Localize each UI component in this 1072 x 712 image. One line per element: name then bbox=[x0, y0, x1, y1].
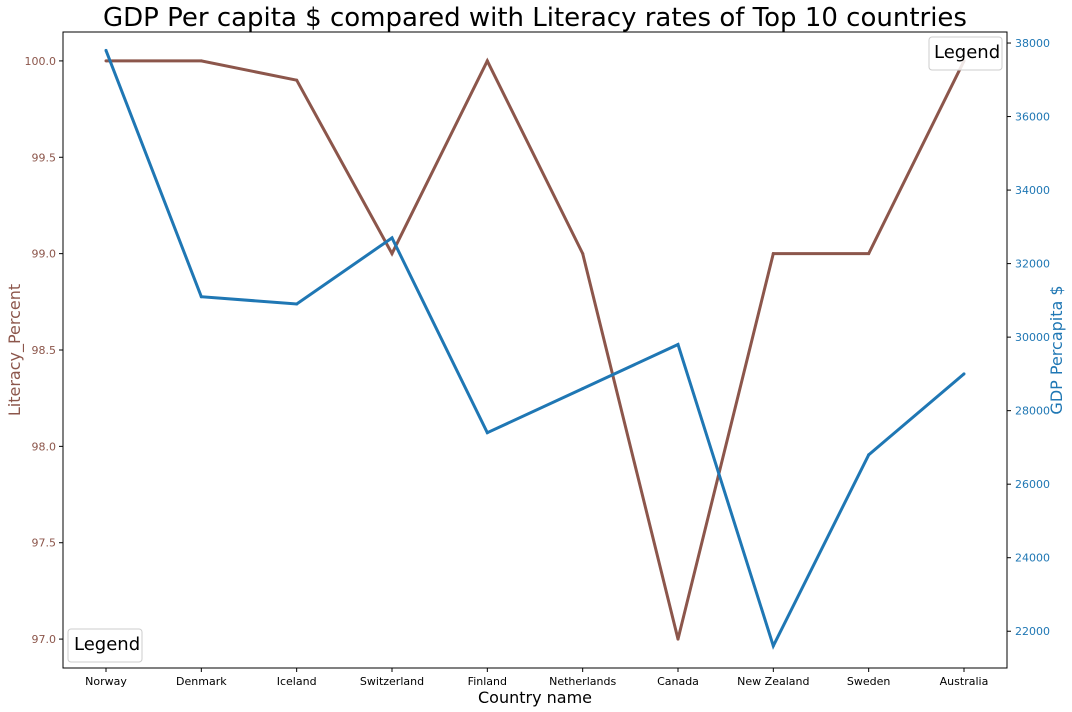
literacy-point-5 bbox=[581, 252, 585, 256]
x-tick-label: Switzerland bbox=[360, 675, 424, 688]
right-tick-label: 34000 bbox=[1015, 184, 1050, 197]
series-layer bbox=[104, 48, 966, 650]
plot-frame bbox=[62, 31, 1008, 669]
gdp-point-9 bbox=[962, 372, 966, 376]
right-tick-label: 22000 bbox=[1015, 625, 1050, 638]
x-tick-label: Australia bbox=[940, 675, 989, 688]
legend-bottom-left-label: Legend bbox=[74, 634, 140, 655]
right-tick-label: 30000 bbox=[1015, 331, 1050, 344]
gdp-point-6 bbox=[676, 343, 680, 346]
x-axis-ticks: Norway Denmark Iceland Switzerland Finland Ne… bbox=[85, 668, 988, 688]
gdp-point-2 bbox=[295, 302, 299, 306]
left-tick-label: 98.0 bbox=[32, 440, 57, 453]
right-axis-ticks: 22000 24000 26000 28000 30000 32000 34000 36000… bbox=[1007, 37, 1050, 638]
literacy-point-8 bbox=[867, 252, 871, 256]
right-tick-label: 26000 bbox=[1015, 478, 1050, 491]
left-tick-label: 97.0 bbox=[32, 633, 57, 646]
legend-top-right-label: Legend bbox=[934, 42, 1000, 63]
x-tick-label: Canada bbox=[657, 675, 699, 688]
literacy-point-6 bbox=[676, 637, 680, 641]
left-tick-label: 97.5 bbox=[32, 537, 57, 550]
gdp-point-0 bbox=[104, 48, 108, 52]
right-axis-label: GDP Percapita $ bbox=[1047, 285, 1066, 414]
right-tick-label: 32000 bbox=[1015, 258, 1050, 271]
gdp-point-7 bbox=[771, 644, 775, 648]
left-tick-label: 99.0 bbox=[32, 248, 57, 261]
right-tick-label: 36000 bbox=[1015, 111, 1050, 124]
left-tick-label: 98.5 bbox=[32, 344, 57, 357]
literacy-series-line bbox=[106, 57, 966, 640]
x-tick-label: Norway bbox=[85, 675, 127, 688]
literacy-point-4 bbox=[485, 59, 489, 63]
left-axis-ticks: 97.0 97.5 98.0 98.5 99.0 99.5 100.0 bbox=[25, 55, 63, 646]
x-tick-label: Denmark bbox=[176, 675, 227, 688]
x-tick-label: Iceland bbox=[277, 675, 317, 688]
legend-top-right: Legend bbox=[928, 36, 1003, 71]
literacy-point-7 bbox=[771, 252, 775, 256]
right-tick-label: 28000 bbox=[1015, 405, 1050, 418]
left-axis-label: Literacy_Percent bbox=[5, 284, 25, 416]
right-tick-label: 24000 bbox=[1015, 552, 1050, 565]
literacy-point-2 bbox=[295, 78, 299, 82]
literacy-point-0 bbox=[104, 59, 108, 63]
gdp-series-line bbox=[104, 49, 965, 650]
gdp-point-4 bbox=[485, 431, 489, 435]
gdp-point-1 bbox=[199, 295, 203, 299]
x-tick-label: Netherlands bbox=[549, 675, 616, 688]
x-tick-label: New Zealand bbox=[737, 675, 809, 688]
chart-title: GDP Per capita $ compared with Literacy … bbox=[103, 3, 967, 33]
left-tick-label: 99.5 bbox=[32, 151, 57, 164]
gdp-point-5 bbox=[581, 387, 585, 391]
legend-bottom-left: Legend bbox=[67, 628, 143, 663]
x-tick-label: Sweden bbox=[847, 675, 890, 688]
gdp-point-3 bbox=[390, 236, 394, 240]
x-tick-label: Finland bbox=[468, 675, 507, 688]
gdp-point-8 bbox=[867, 453, 871, 457]
literacy-point-1 bbox=[199, 59, 203, 63]
right-tick-label: 38000 bbox=[1015, 37, 1050, 50]
literacy-point-3 bbox=[390, 252, 394, 256]
x-axis-label: Country name bbox=[478, 688, 592, 707]
left-tick-label: 100.0 bbox=[25, 55, 57, 68]
